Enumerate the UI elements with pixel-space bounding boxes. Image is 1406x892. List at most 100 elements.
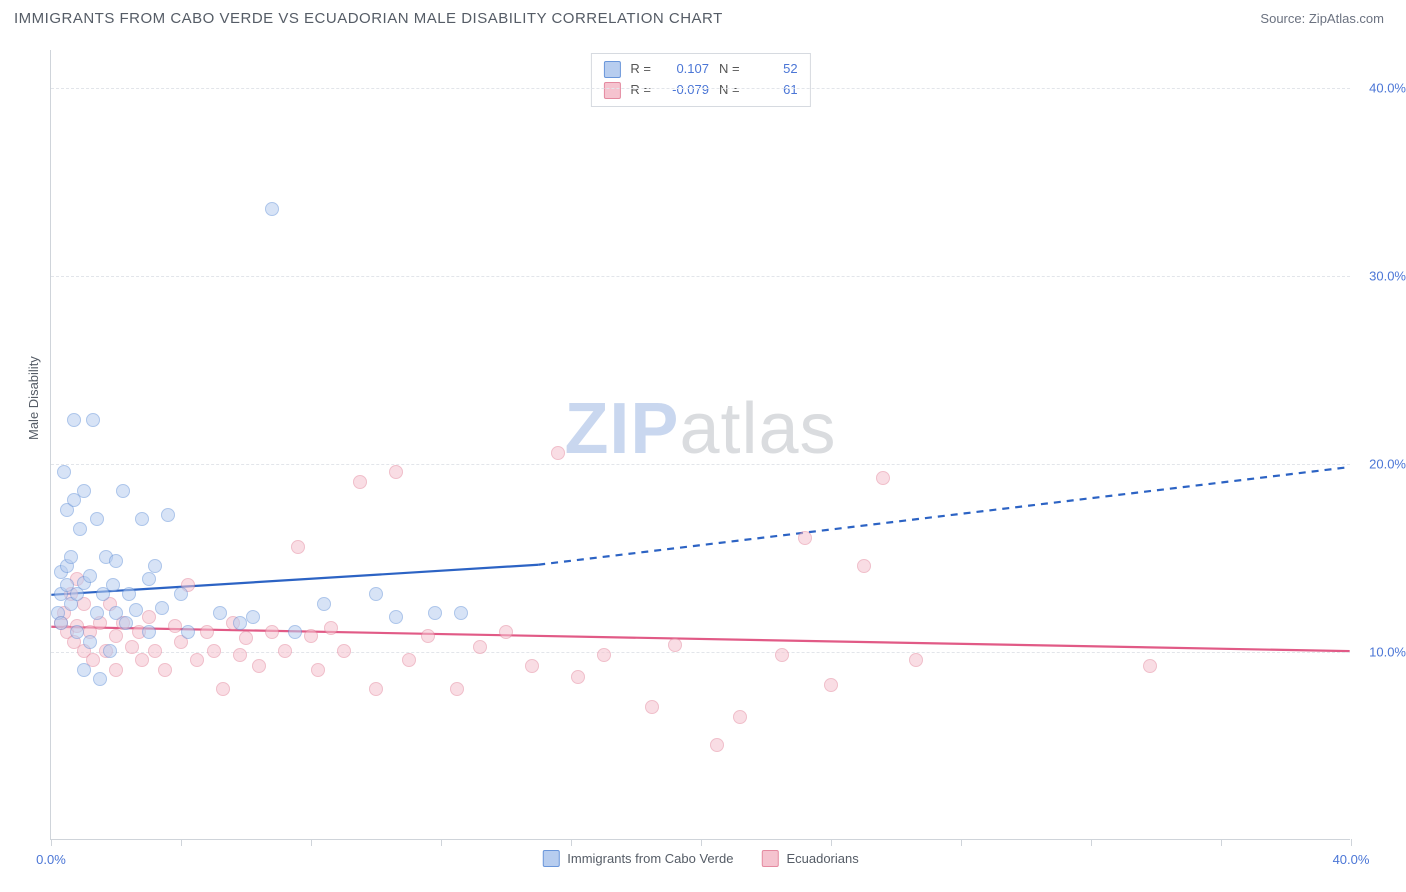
scatter-point-ecuadorians (265, 625, 279, 639)
scatter-point-cabo-verde (122, 587, 136, 601)
x-tick (1221, 839, 1222, 846)
x-tick-label: 0.0% (36, 852, 66, 867)
r-label: R = (630, 59, 651, 80)
scatter-point-cabo-verde (428, 606, 442, 620)
scatter-point-ecuadorians (857, 559, 871, 573)
scatter-point-cabo-verde (83, 635, 97, 649)
scatter-point-cabo-verde (213, 606, 227, 620)
x-tick (51, 839, 52, 846)
scatter-point-cabo-verde (73, 522, 87, 536)
legend-row-cabo-verde: R = 0.107 N = 52 (603, 59, 797, 80)
scatter-point-ecuadorians (190, 653, 204, 667)
watermark-zip: ZIP (564, 389, 679, 469)
scatter-point-cabo-verde (57, 465, 71, 479)
x-tick (441, 839, 442, 846)
scatter-point-ecuadorians (421, 629, 435, 643)
scatter-point-ecuadorians (216, 682, 230, 696)
n-label: N = (719, 59, 740, 80)
scatter-point-ecuadorians (525, 659, 539, 673)
scatter-point-cabo-verde (288, 625, 302, 639)
scatter-point-cabo-verde (233, 616, 247, 630)
scatter-point-ecuadorians (645, 700, 659, 714)
x-tick (181, 839, 182, 846)
n-value-ecuadorians: 61 (750, 80, 798, 101)
gridline (51, 88, 1350, 89)
scatter-point-cabo-verde (246, 610, 260, 624)
scatter-point-cabo-verde (106, 578, 120, 592)
x-tick (311, 839, 312, 846)
scatter-point-cabo-verde (389, 610, 403, 624)
scatter-point-ecuadorians (1143, 659, 1157, 673)
scatter-point-cabo-verde (103, 644, 117, 658)
scatter-point-ecuadorians (597, 648, 611, 662)
scatter-point-cabo-verde (174, 587, 188, 601)
scatter-point-ecuadorians (252, 659, 266, 673)
legend-item-cabo-verde: Immigrants from Cabo Verde (542, 850, 733, 867)
scatter-point-cabo-verde (64, 550, 78, 564)
scatter-point-ecuadorians (824, 678, 838, 692)
chart-plot-area: ZIPatlas R = 0.107 N = 52 R = -0.079 N =… (50, 50, 1350, 840)
watermark: ZIPatlas (564, 388, 836, 470)
scatter-point-cabo-verde (116, 484, 130, 498)
source-label: Source: (1260, 11, 1305, 26)
y-tick-label: 30.0% (1369, 268, 1406, 283)
scatter-point-ecuadorians (278, 644, 292, 658)
scatter-point-ecuadorians (148, 644, 162, 658)
y-axis-label: Male Disability (26, 356, 41, 440)
swatch-cabo-verde (542, 850, 559, 867)
scatter-point-cabo-verde (129, 603, 143, 617)
scatter-point-ecuadorians (207, 644, 221, 658)
scatter-point-ecuadorians (473, 640, 487, 654)
legend-row-ecuadorians: R = -0.079 N = 61 (603, 80, 797, 101)
series-legend: Immigrants from Cabo Verde Ecuadorians (542, 850, 858, 867)
scatter-point-ecuadorians (233, 648, 247, 662)
x-tick (831, 839, 832, 846)
correlation-legend: R = 0.107 N = 52 R = -0.079 N = 61 (590, 53, 810, 107)
scatter-point-cabo-verde (86, 413, 100, 427)
scatter-point-cabo-verde (67, 413, 81, 427)
scatter-point-cabo-verde (135, 512, 149, 526)
y-tick-label: 40.0% (1369, 80, 1406, 95)
scatter-point-ecuadorians (798, 531, 812, 545)
scatter-point-ecuadorians (168, 619, 182, 633)
scatter-point-ecuadorians (200, 625, 214, 639)
r-value-ecuadorians: -0.079 (661, 80, 709, 101)
chart-title: IMMIGRANTS FROM CABO VERDE VS ECUADORIAN… (14, 10, 723, 27)
y-tick-label: 10.0% (1369, 644, 1406, 659)
scatter-point-cabo-verde (90, 606, 104, 620)
scatter-point-ecuadorians (876, 471, 890, 485)
scatter-point-ecuadorians (775, 648, 789, 662)
scatter-point-ecuadorians (499, 625, 513, 639)
scatter-point-ecuadorians (710, 738, 724, 752)
scatter-point-cabo-verde (454, 606, 468, 620)
scatter-point-cabo-verde (317, 597, 331, 611)
scatter-point-ecuadorians (389, 465, 403, 479)
scatter-point-ecuadorians (304, 629, 318, 643)
gridline (51, 464, 1350, 465)
legend-item-ecuadorians: Ecuadorians (761, 850, 858, 867)
legend-label-cabo-verde: Immigrants from Cabo Verde (567, 851, 733, 866)
scatter-point-cabo-verde (90, 512, 104, 526)
source-name: ZipAtlas.com (1309, 11, 1384, 26)
watermark-atlas: atlas (679, 389, 836, 469)
scatter-point-ecuadorians (551, 446, 565, 460)
y-tick-label: 20.0% (1369, 456, 1406, 471)
x-tick (571, 839, 572, 846)
scatter-point-ecuadorians (239, 631, 253, 645)
scatter-point-ecuadorians (158, 663, 172, 677)
scatter-point-ecuadorians (571, 670, 585, 684)
scatter-point-cabo-verde (77, 484, 91, 498)
x-tick (961, 839, 962, 846)
scatter-point-ecuadorians (337, 644, 351, 658)
scatter-point-ecuadorians (135, 653, 149, 667)
scatter-point-cabo-verde (93, 672, 107, 686)
scatter-point-ecuadorians (402, 653, 416, 667)
scatter-point-cabo-verde (70, 625, 84, 639)
r-label: R = (630, 80, 651, 101)
scatter-point-ecuadorians (125, 640, 139, 654)
scatter-point-cabo-verde (77, 663, 91, 677)
x-tick (1091, 839, 1092, 846)
scatter-point-cabo-verde (119, 616, 133, 630)
source-attribution: Source: ZipAtlas.com (1260, 11, 1384, 26)
scatter-point-cabo-verde (54, 616, 68, 630)
